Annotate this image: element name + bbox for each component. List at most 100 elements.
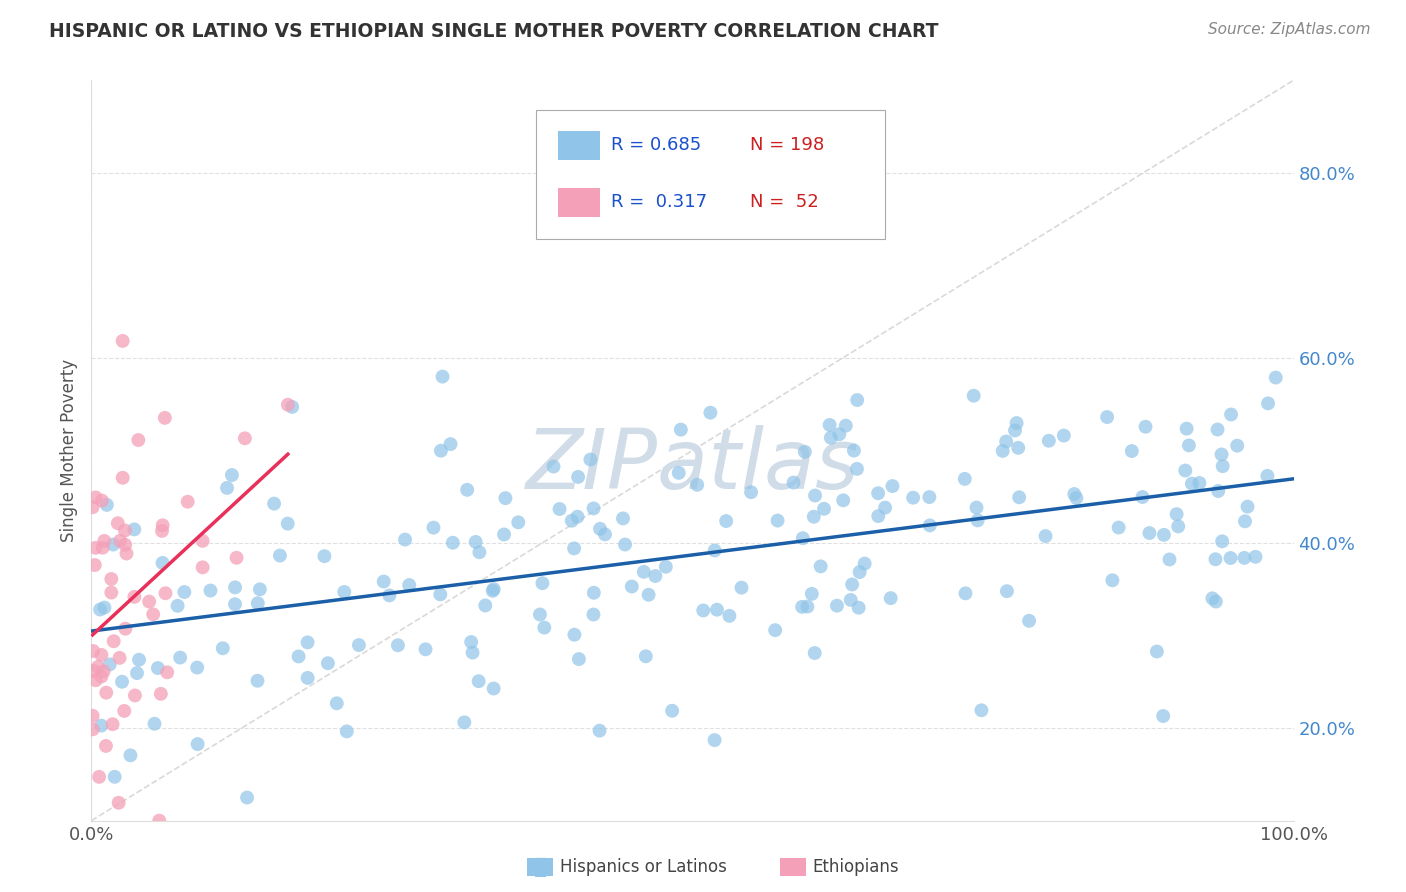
Point — [1007, 441, 1029, 455]
Point — [422, 521, 444, 535]
Point — [93, 665, 115, 679]
Point — [868, 509, 890, 524]
Text: HISPANIC OR LATINO VS ETHIOPIAN SINGLE MOTHER POVERTY CORRELATION CHART: HISPANIC OR LATINO VS ETHIOPIAN SINGLE M… — [49, 22, 939, 41]
Point — [828, 427, 851, 442]
Point — [718, 608, 741, 623]
Point — [845, 462, 868, 476]
Point — [124, 522, 146, 536]
Point — [224, 580, 246, 594]
Point — [740, 485, 762, 500]
Point — [125, 666, 148, 681]
Point — [108, 651, 131, 665]
Point — [96, 498, 118, 512]
Y-axis label: Single Mother Poverty: Single Mother Poverty — [59, 359, 77, 542]
Point — [82, 644, 104, 658]
Point — [104, 770, 127, 784]
Point — [90, 669, 112, 683]
Point — [215, 481, 238, 495]
Point — [633, 565, 655, 579]
Text: Source: ZipAtlas.com: Source: ZipAtlas.com — [1208, 22, 1371, 37]
Point — [461, 646, 484, 660]
Point — [803, 509, 825, 524]
Point — [1135, 419, 1157, 434]
Point — [1004, 424, 1026, 438]
Point — [1233, 550, 1256, 565]
Point — [792, 531, 814, 545]
Point — [429, 587, 451, 601]
Point — [108, 533, 131, 548]
Point — [686, 477, 709, 491]
Point — [703, 543, 725, 558]
Point — [1008, 490, 1031, 504]
Point — [347, 638, 370, 652]
Point — [191, 560, 214, 574]
Point — [173, 585, 195, 599]
Point — [612, 511, 634, 525]
Point — [1181, 476, 1204, 491]
Point — [1132, 490, 1154, 504]
Point — [100, 585, 122, 599]
Point — [297, 671, 319, 685]
Point — [508, 516, 530, 530]
Point — [441, 535, 464, 549]
Point — [668, 466, 690, 480]
Point — [89, 602, 111, 616]
Point — [796, 599, 818, 614]
Point — [84, 491, 107, 505]
Point — [233, 431, 256, 445]
Point — [1166, 507, 1188, 521]
Point — [1205, 594, 1227, 608]
Point — [548, 502, 571, 516]
Point — [995, 584, 1018, 599]
Point — [246, 673, 269, 688]
Point — [249, 582, 271, 597]
Point — [333, 585, 356, 599]
Point — [868, 486, 890, 500]
Point — [152, 518, 174, 533]
Point — [221, 468, 243, 483]
Point — [543, 459, 565, 474]
Point — [848, 565, 870, 579]
Point — [101, 717, 124, 731]
Point — [115, 547, 138, 561]
Point — [634, 649, 657, 664]
Point — [1256, 468, 1278, 483]
Point — [561, 514, 583, 528]
Text: Ethiopians: Ethiopians — [813, 858, 900, 876]
Point — [582, 501, 605, 516]
Point — [94, 739, 117, 753]
Point — [120, 748, 142, 763]
Point — [287, 649, 309, 664]
Point — [1167, 519, 1189, 533]
Text: ⬜: ⬜ — [534, 857, 548, 877]
Point — [474, 599, 496, 613]
Point — [432, 369, 454, 384]
Text: R = 0.685: R = 0.685 — [610, 136, 702, 154]
Point — [918, 490, 941, 504]
Point — [225, 550, 247, 565]
Point — [1066, 491, 1088, 505]
Point — [582, 586, 605, 600]
Point — [103, 634, 125, 648]
Point — [387, 638, 409, 652]
Point — [692, 603, 714, 617]
Point — [614, 537, 637, 551]
Point — [90, 493, 112, 508]
Point — [415, 642, 437, 657]
Point — [1095, 410, 1118, 425]
Point — [114, 622, 136, 636]
Point — [177, 494, 200, 508]
Point — [394, 533, 416, 547]
Point — [246, 596, 269, 610]
Point — [142, 607, 165, 622]
Point — [582, 607, 605, 622]
Point — [879, 591, 901, 606]
Point — [918, 518, 941, 533]
Point — [1063, 487, 1085, 501]
Point — [96, 686, 118, 700]
Point — [804, 489, 827, 503]
Point — [1212, 459, 1234, 474]
Point — [87, 770, 110, 784]
Point — [818, 417, 841, 432]
Point — [87, 660, 110, 674]
